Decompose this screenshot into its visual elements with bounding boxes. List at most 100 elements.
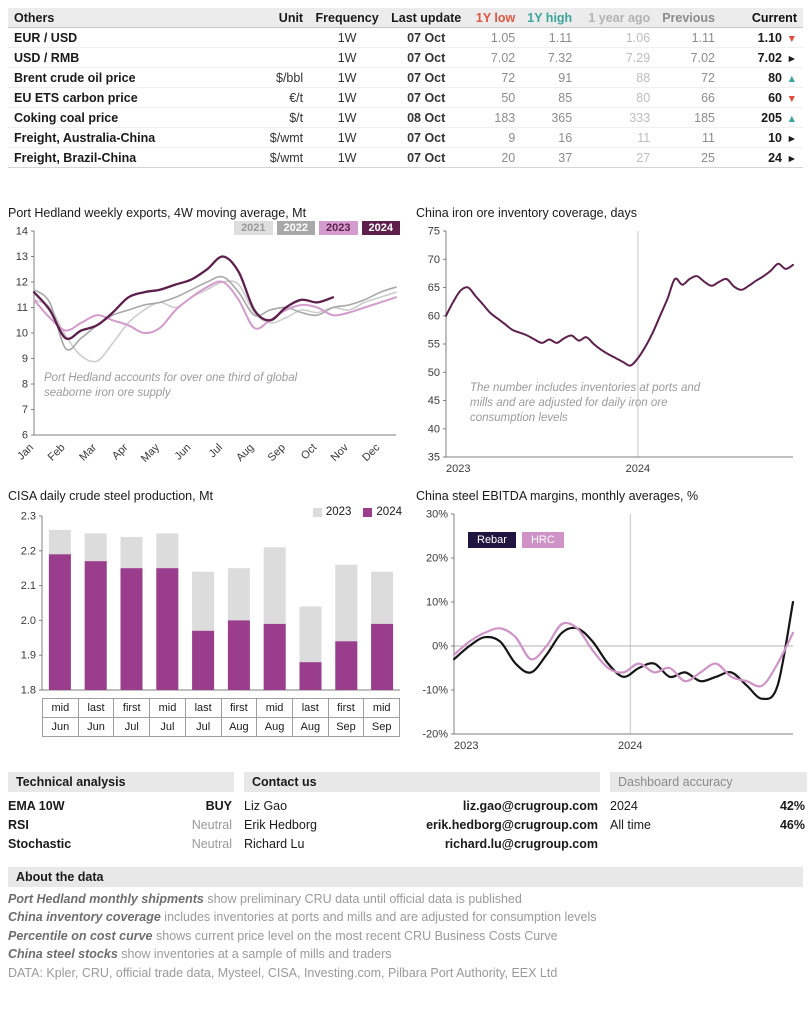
row-1y-high: 365 <box>551 110 573 125</box>
legend-item-HRC: HRC <box>521 532 564 548</box>
col-header-frequency: Frequency <box>309 8 386 28</box>
row-1-year-ago: 80 <box>636 90 651 105</box>
svg-text:7: 7 <box>22 404 28 416</box>
accuracy-row: 2024 42% <box>610 794 807 813</box>
row-name: EU ETS carbon price <box>14 90 138 105</box>
row-current: 24 ► <box>721 148 803 168</box>
dashboard-page: Others Unit Frequency Last update 1Y low… <box>8 8 807 980</box>
svg-text:60: 60 <box>428 310 440 322</box>
svg-text:Feb: Feb <box>46 442 68 464</box>
svg-text:8: 8 <box>22 379 28 391</box>
contact-email[interactable]: richard.lu@crugroup.com <box>444 837 598 851</box>
chart-legend: 2023 2024 <box>312 506 402 518</box>
legend-item-2024: 2024 <box>361 221 400 235</box>
table-row: Freight, Brazil-China $/wmt 1W 07 Oct 20 37 27… <box>8 148 803 168</box>
row-name: Freight, Australia-China <box>14 130 156 145</box>
bar-category-cell: mid Jun <box>42 698 79 738</box>
svg-text:Oct: Oct <box>299 442 320 463</box>
table-row: EUR / USD 1W 07 Oct 1.05 1.11 1.06 1.11 1.10 ▼ <box>8 28 803 48</box>
row-1y-low: 1.05 <box>490 30 516 45</box>
svg-text:1.8: 1.8 <box>21 685 36 697</box>
contact-email[interactable]: liz.gao@crugroup.com <box>462 799 598 813</box>
row-1-year-ago: 27 <box>636 150 651 165</box>
current-value: 24 <box>768 150 782 165</box>
indicator-label: Stochastic <box>8 837 72 851</box>
row-frequency: 1W <box>337 150 357 165</box>
accuracy-section: Dashboard accuracy 2024 42% All time 46% <box>610 772 807 851</box>
svg-text:50: 50 <box>428 367 440 379</box>
technical-analysis-header: Technical analysis <box>8 772 234 792</box>
svg-text:6: 6 <box>22 430 28 442</box>
current-value: 60 <box>768 90 782 105</box>
row-last-update: 07 Oct <box>407 150 446 165</box>
row-current: 60 ▼ <box>721 88 803 108</box>
port-hedland-exports-chart: Port Hedland weekly exports, 4W moving a… <box>8 206 408 479</box>
legend-item-Rebar: Rebar <box>468 532 516 548</box>
legend-swatch-icon <box>312 507 322 517</box>
chart-title: Port Hedland weekly exports, 4W moving a… <box>8 206 307 220</box>
trend-down-icon: ▼ <box>786 32 797 45</box>
iron-ore-inventory-plot: 35 40 45 50 55 60 65 70 75 2023 2024 <box>428 226 794 475</box>
trend-up-icon: ▲ <box>786 112 797 125</box>
contact-email[interactable]: erik.hedborg@crugroup.com <box>426 818 598 832</box>
col-header-current: Current <box>721 8 803 28</box>
svg-text:2024: 2024 <box>618 740 642 752</box>
row-1y-high: 91 <box>558 70 573 85</box>
about-item: China inventory coverage includes invent… <box>8 910 597 924</box>
table-row: Brent crude oil price $/bbl 1W 07 Oct 72 91 88… <box>8 68 803 88</box>
cisa-steel-production-chart: CISA daily crude steel production, Mt 1.… <box>8 489 408 756</box>
accuracy-rows: 2024 42% All time 46% <box>610 792 807 832</box>
col-header-1-year-ago: 1 year ago <box>578 8 657 28</box>
row-current: 205 ▲ <box>721 108 803 128</box>
row-last-update: 07 Oct <box>407 70 446 85</box>
current-value: 205 <box>761 110 782 125</box>
svg-text:2.2: 2.2 <box>21 545 36 557</box>
contact-row: Erik Hedborg erik.hedborg@crugroup.com <box>244 813 600 832</box>
ebitda-margins-plot: -20% -10% 0% 10% 20% 30% 2023 2024 <box>422 509 795 752</box>
row-last-update: 07 Oct <box>407 50 446 65</box>
svg-text:2.1: 2.1 <box>21 580 36 592</box>
svg-text:2023: 2023 <box>446 463 470 475</box>
contact-row: Liz Gao liz.gao@crugroup.com <box>244 794 600 813</box>
row-1y-low: 50 <box>501 90 516 105</box>
svg-text:10: 10 <box>16 328 28 340</box>
charts-grid: Port Hedland weekly exports, 4W moving a… <box>8 206 803 756</box>
contact-name: Liz Gao <box>244 799 288 813</box>
svg-text:35: 35 <box>428 452 440 464</box>
col-header-others: Others <box>8 8 248 28</box>
svg-text:Aug: Aug <box>234 442 256 464</box>
row-name: Brent crude oil price <box>14 70 136 85</box>
accuracy-header: Dashboard accuracy <box>610 772 807 792</box>
legend-item-2022: 2022 <box>276 221 316 235</box>
row-unit: $/wmt <box>269 130 304 145</box>
col-header-1y-low: 1Y low <box>467 8 522 28</box>
row-last-update: 07 Oct <box>407 130 446 145</box>
row-frequency: 1W <box>337 90 357 105</box>
row-1y-high: 7.32 <box>547 50 573 65</box>
table-row: EU ETS carbon price €/t 1W 07 Oct 50 85 80 66 60… <box>8 88 803 108</box>
footer-sections: Technical analysis EMA 10W BUY RSI Neutral S… <box>8 772 807 851</box>
row-1y-high: 1.11 <box>548 30 573 45</box>
svg-text:11: 11 <box>17 302 28 314</box>
svg-text:2.3: 2.3 <box>21 511 36 523</box>
row-frequency: 1W <box>337 130 357 145</box>
legend-swatch-icon <box>363 507 373 517</box>
indicators-table-body: EUR / USD 1W 07 Oct 1.05 1.11 1.06 1.11 1.10 ▼ US… <box>8 28 803 168</box>
row-last-update: 07 Oct <box>407 30 446 45</box>
row-1y-low: 9 <box>508 130 516 145</box>
technical-row: Stochastic Neutral <box>8 832 234 851</box>
row-1-year-ago: 1.06 <box>625 30 651 45</box>
cisa-steel-production-plot: 1.8 1.9 2.0 2.1 2.2 2.3 <box>21 511 400 697</box>
svg-text:12: 12 <box>16 277 28 289</box>
chart-title: China steel EBITDA margins, monthly aver… <box>416 489 699 503</box>
bar-category-cell: last Aug <box>291 698 329 738</box>
svg-text:0%: 0% <box>432 641 448 653</box>
row-1y-high: 37 <box>558 150 573 165</box>
indicators-header-row: Others Unit Frequency Last update 1Y low… <box>8 8 803 28</box>
chart-legend: Rebar HRC <box>468 532 564 548</box>
iron-ore-inventory-chart: China iron ore inventory coverage, days … <box>416 206 803 479</box>
row-frequency: 1W <box>337 70 357 85</box>
svg-text:45: 45 <box>428 395 440 407</box>
port-hedland-exports-plot: 6 7 8 9 10 11 12 13 14 Jan Feb Mar Apr May Jun Jul Aug Se… <box>15 226 397 465</box>
svg-text:May: May <box>139 441 163 465</box>
